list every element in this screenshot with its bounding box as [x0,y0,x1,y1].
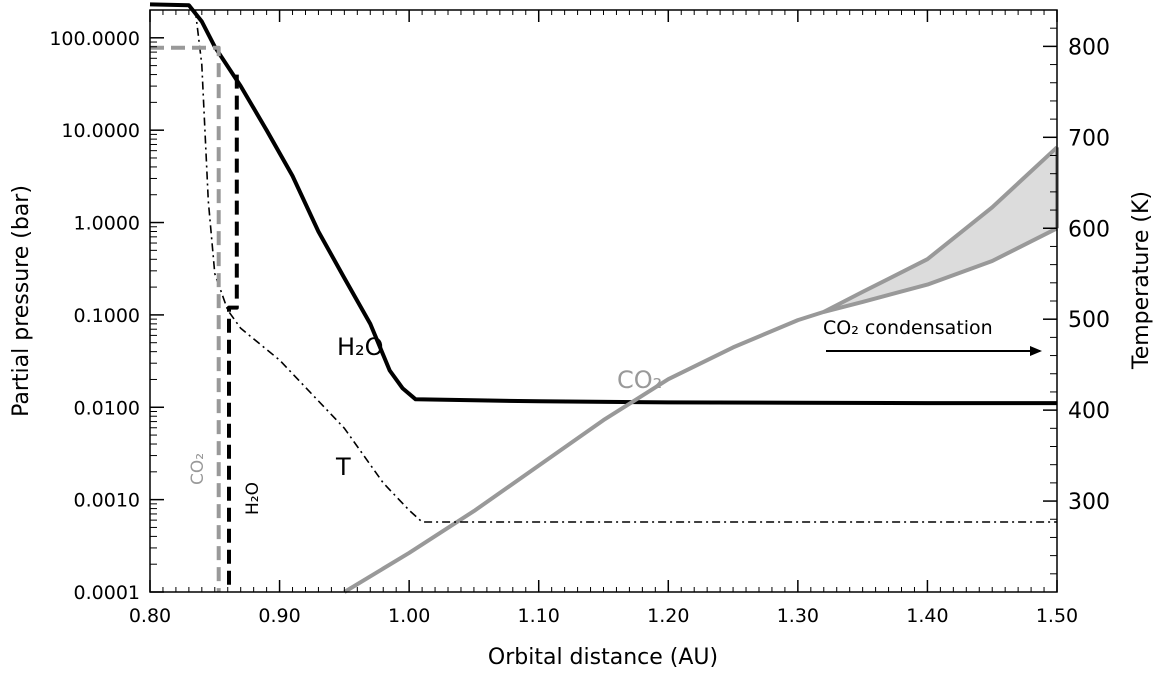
y-left-tick-label: 10.0000 [61,120,140,142]
series-line-1 [343,226,1058,594]
x-tick-label: 1.00 [388,605,430,627]
x-tick-label: 0.80 [129,605,171,627]
series-line-2 [822,145,1059,314]
x-tick-label: 0.90 [258,605,300,627]
x-tick-label: 1.40 [906,605,948,627]
y-left-tick-label: 0.0010 [74,490,140,512]
tick-label-layer: 0.80 0.90 1.00 1.10 1.20 1.30 1.40 1.50 0.0001 0.… [49,28,1110,627]
h2o-curve-label: H₂O [337,333,384,361]
y-right-tick-label: 400 [1068,399,1110,424]
series-line-3 [194,9,1057,523]
series-line-5 [227,74,239,592]
co2-curve-label: CO₂ [617,366,662,394]
y-left-axis-title: Partial pressure (bar) [9,185,34,417]
y-right-tick-label: 700 [1068,126,1110,151]
co2-condensation-region [823,147,1057,312]
y-right-tick-label: 300 [1068,490,1110,515]
x-tick-label: 1.10 [518,605,560,627]
plot-frame [149,9,1058,593]
y-right-tick-label: 600 [1068,217,1110,242]
series-layer [149,2,1059,594]
t-curve-label: T [335,453,351,481]
series-line-4 [150,45,221,592]
ticks-layer [149,9,1058,593]
y-left-tick-label: 1.0000 [74,213,140,235]
co2-vertical-label: CO₂ [188,453,208,485]
co2-condensation-shade-layer [823,147,1057,312]
y-left-tick-label: 0.0100 [74,397,140,419]
y-left-tick-label: 0.1000 [74,305,140,327]
h2o-vertical-label: H₂O [243,482,263,515]
co2-condensation-label: CO₂ condensation [823,317,993,339]
y-left-tick-label: 0.0001 [74,582,140,604]
x-tick-label: 1.30 [777,605,819,627]
y-right-axis-title: Temperature (K) [1129,191,1154,370]
x-tick-label: 1.50 [1036,605,1078,627]
y-right-tick-label: 500 [1068,308,1110,333]
x-tick-label: 1.20 [647,605,689,627]
x-axis-title: Orbital distance (AU) [488,645,718,670]
series-line-0 [149,2,1057,406]
y-right-tick-label: 800 [1068,35,1110,60]
y-left-tick-label: 100.0000 [49,28,140,50]
